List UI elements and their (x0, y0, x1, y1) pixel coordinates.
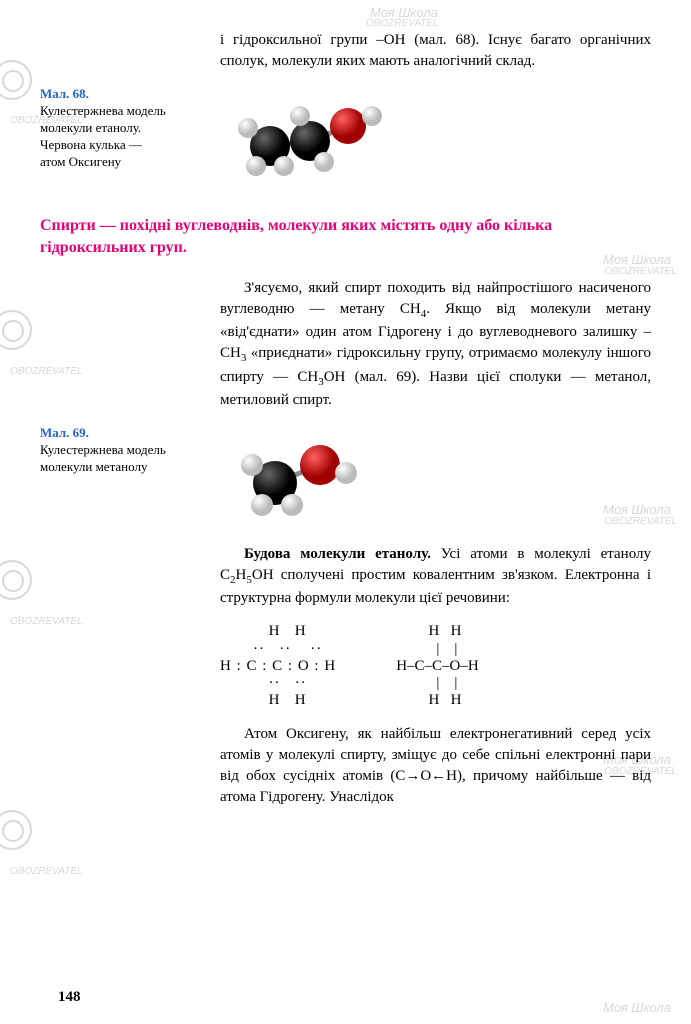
p3-b: H (236, 567, 247, 583)
lewis-formula: H H ·· ·· ·· H : C : C : O : H ·· ·· H H (220, 623, 336, 709)
figure-69-text: Кулестержнева модель молекули метанолу (40, 442, 166, 474)
figure-68-row: Мал. 68. Кулестержнева модель молекули е… (40, 86, 651, 201)
figure-68-caption: Мал. 68. Кулестержнева модель молекули е… (40, 86, 170, 201)
methanol-molecule-icon (220, 425, 370, 525)
page-content: і гідроксильної групи –OH (мал. 68). Існ… (0, 0, 691, 828)
p3-c: OH сполучені простим ковалентним зв'язко… (220, 567, 651, 606)
watermark-text: Моя Школа (603, 1000, 671, 1015)
p3-bold: Будова молекули етанолу. (244, 546, 431, 562)
figure-69-caption: Мал. 69. Кулестержнева модель молекули м… (40, 425, 170, 530)
figure-69-label: Мал. 69. (40, 425, 89, 440)
ethanol-molecule-icon (220, 86, 400, 196)
page-number: 148 (58, 989, 81, 1006)
paragraph-2: З'ясуємо, який спирт походить від найпро… (220, 278, 651, 411)
structural-formula: H H | | H–C–C–O–H | | H H (396, 623, 479, 709)
formula-row: H H ·· ·· ·· H : C : C : O : H ·· ·· H H… (220, 623, 651, 709)
figure-68-label: Мал. 68. (40, 86, 89, 101)
definition-text: Спирти — похідні вуглеводнів, молекули я… (40, 215, 651, 260)
watermark-brand: OBOZREVATEL (10, 866, 83, 877)
figure-69-image (220, 425, 370, 530)
paragraph-4: Атом Оксигену, як найбільш електронегати… (220, 724, 651, 808)
figure-68-text: Кулестержнева модель молекули етанолу. Ч… (40, 103, 166, 169)
paragraph-3: Будова молекули етанолу. Усі атоми в мол… (220, 544, 651, 609)
intro-paragraph: і гідроксильної групи –OH (мал. 68). Існ… (220, 30, 651, 72)
figure-69-row: Мал. 69. Кулестержнева модель молекули м… (40, 425, 651, 530)
figure-68-image (220, 86, 400, 201)
